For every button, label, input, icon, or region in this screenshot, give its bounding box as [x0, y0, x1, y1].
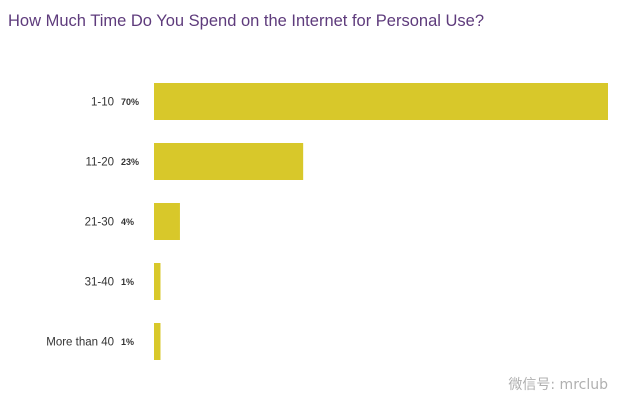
category-label: More than 40 — [46, 337, 114, 349]
bar — [154, 143, 304, 180]
category-label: 21-30 — [85, 217, 114, 229]
bar — [154, 203, 180, 240]
wechat-watermark: 微信号: mrclub — [508, 377, 608, 393]
category-label: 11-20 — [85, 157, 114, 169]
category-label: 1-10 — [91, 97, 114, 109]
value-label: 1% — [121, 277, 134, 287]
value-label: 4% — [121, 217, 134, 227]
chart-title: How Much Time Do You Spend on the Intern… — [8, 12, 485, 30]
value-label: 1% — [121, 337, 134, 347]
bar — [154, 83, 608, 120]
value-label: 70% — [121, 97, 139, 107]
bar — [154, 263, 161, 300]
category-label: 31-40 — [85, 277, 114, 289]
value-label: 23% — [121, 157, 139, 167]
bar — [154, 323, 161, 360]
